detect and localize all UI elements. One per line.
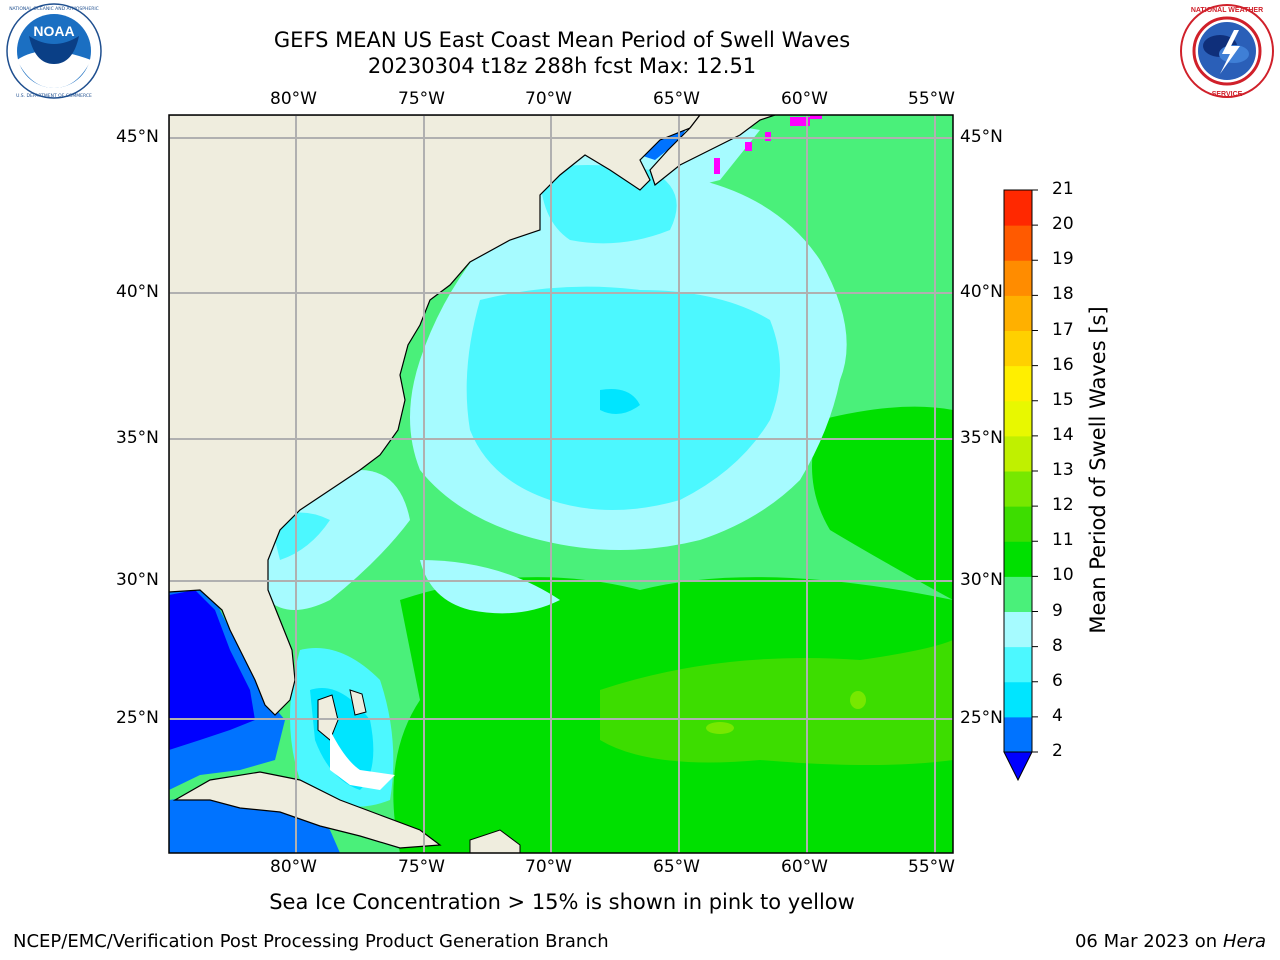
colorbar-segment [1004, 576, 1032, 612]
colorbar-tick-label: 21 [1052, 179, 1074, 199]
band-4-6-small [600, 389, 640, 414]
sea-ice-5 [810, 115, 822, 119]
colorbar-segment [1004, 330, 1032, 367]
lat-label-left: 25°N [116, 708, 159, 728]
svg-text:NATIONAL OCEANIC AND ATMOSPHER: NATIONAL OCEANIC AND ATMOSPHERIC [9, 6, 99, 12]
colorbar-tick-label: 4 [1052, 705, 1063, 726]
colorbar-tick-label: 18 [1052, 284, 1074, 305]
lat-label-right: 35°N [960, 428, 1003, 448]
colorbar-segment [1004, 611, 1032, 648]
colorbar-segment [1004, 365, 1032, 402]
footer-date-text: 06 Mar 2023 on [1074, 931, 1218, 952]
peak-12 [706, 722, 734, 734]
colorbar-tick-label: 2 [1052, 741, 1063, 761]
sea-ice-1 [714, 158, 720, 174]
colorbar-segment [1004, 435, 1032, 472]
colorbar-tick-label: 20 [1052, 214, 1074, 235]
lon-label-top: 75°W [398, 89, 445, 109]
colorbar-tick-label: 10 [1052, 565, 1074, 586]
gulf-lt2 [169, 590, 255, 750]
lat-label-right: 45°N [960, 127, 1003, 147]
lon-label-top: 60°W [781, 89, 828, 109]
sea-ice-4 [790, 117, 810, 126]
colorbar-extend-triangle [1003, 751, 1033, 782]
noaa-logo: NOAA NATIONAL OCEANIC AND ATMOSPHERIC U.… [6, 3, 102, 99]
svg-text:NOAA: NOAA [33, 23, 74, 39]
colorbar-segment [1004, 646, 1032, 683]
svg-text:U.S. DEPARTMENT OF COMMERCE: U.S. DEPARTMENT OF COMMERCE [16, 93, 92, 99]
lat-label-right: 30°N [960, 570, 1003, 590]
lon-label-top: 55°W [908, 89, 955, 109]
land-north-america [169, 115, 701, 716]
lon-label-top: 80°W [270, 89, 317, 109]
lon-label-bottom: 70°W [525, 857, 572, 877]
svg-text:SERVICE: SERVICE [1212, 91, 1243, 98]
footer-date: 06 Mar 2023 on Hera [1075, 931, 1266, 952]
colorbar-segment [1004, 506, 1032, 542]
lon-label-top: 65°W [653, 89, 700, 109]
colorbar-segment [1004, 471, 1032, 507]
lon-label-bottom: 55°W [908, 857, 955, 877]
band-8-9-south [420, 560, 560, 614]
colorbar-tick-label: 14 [1052, 424, 1074, 445]
land-nova-scotia [649, 115, 776, 187]
colorbar-tick-label: 16 [1052, 354, 1074, 375]
land-andros [317, 694, 339, 741]
colorbar-segment [1004, 541, 1032, 577]
peak-12b [850, 691, 866, 709]
colorbar-segment [1004, 260, 1032, 296]
band-8-9-sc [265, 470, 410, 610]
lon-label-top: 70°W [525, 89, 572, 109]
lat-label-left: 35°N [116, 428, 159, 448]
land-bahamas-2 [349, 689, 367, 716]
band-11-12 [600, 640, 953, 765]
lat-label-right: 40°N [960, 282, 1003, 302]
colorbar-tick-label: 8 [1052, 635, 1063, 656]
colorbar-tick-label: 9 [1052, 600, 1063, 621]
chart-title: GEFS MEAN US East Coast Mean Period of S… [273, 28, 851, 52]
colorbar-tick-label: 11 [1052, 530, 1074, 551]
lat-label-right: 25°N [960, 708, 1003, 728]
land-cuba [172, 771, 442, 849]
colorbar [1003, 189, 1038, 782]
colorbar-tick-label: 12 [1052, 495, 1074, 516]
sea-ice-2 [745, 142, 752, 151]
nws-logo: NATIONAL WEATHER SERVICE [1180, 4, 1274, 98]
lon-label-bottom: 60°W [781, 857, 828, 877]
colorbar-title: Mean Period of Swell Waves [s] [1086, 306, 1110, 634]
colorbar-segment [1004, 716, 1032, 753]
colorbar-tick-label: 15 [1052, 389, 1074, 410]
lat-label-left: 40°N [116, 282, 159, 302]
map-frame [168, 114, 954, 854]
colorbar-tick-label: 6 [1052, 670, 1063, 691]
colorbar-tick-label: 13 [1052, 460, 1074, 480]
lon-label-bottom: 80°W [270, 857, 317, 877]
colorbar-segment [1004, 190, 1032, 226]
graticule [169, 115, 953, 853]
lat-label-left: 30°N [116, 570, 159, 590]
footer-host: Hera [1222, 931, 1266, 952]
lon-label-bottom: 75°W [398, 857, 445, 877]
chart-subtitle: 20230304 t18z 288h fcst Max: 12.51 [367, 54, 757, 78]
band-10-11-east [812, 406, 953, 600]
lon-label-bottom: 65°W [653, 857, 700, 877]
sea-ice-3 [765, 132, 771, 141]
land-hispaniola [469, 829, 521, 853]
colorbar-segment [1004, 681, 1032, 718]
colorbar-segment [1004, 400, 1032, 437]
footer-credit: NCEP/EMC/Verification Post Processing Pr… [13, 931, 609, 952]
land-bahamas-white [330, 730, 395, 790]
sea-ice-note: Sea Ice Concentration > 15% is shown in … [269, 890, 855, 914]
lat-label-left: 45°N [116, 127, 159, 147]
svg-text:NATIONAL WEATHER: NATIONAL WEATHER [1191, 7, 1263, 14]
colorbar-segment [1004, 225, 1032, 261]
colorbar-tick-label: 19 [1052, 249, 1074, 270]
colorbar-tick-label: 17 [1052, 319, 1074, 340]
colorbar-segment [1004, 295, 1032, 331]
